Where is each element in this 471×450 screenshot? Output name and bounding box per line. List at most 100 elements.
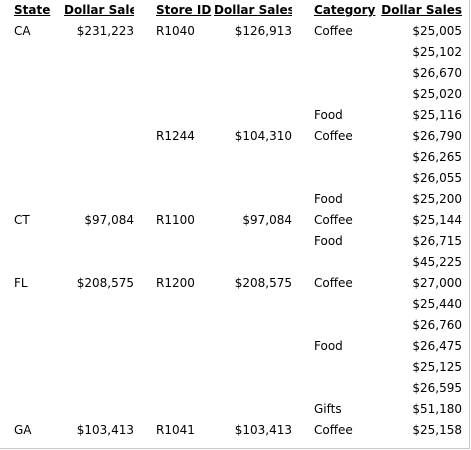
header-store-id[interactable]: Store ID [156, 3, 212, 17]
cell-store-dollar-sales [214, 336, 292, 357]
cell-store-dollar-sales: $103,413 [234, 423, 292, 437]
cell-category-dollar-sales: $25,116 [412, 108, 462, 122]
cell-store-dollar-sales [214, 189, 292, 210]
table-row: FL $208,575 R1200 $208,575 Coffee $27,000 [0, 273, 462, 294]
table-row: CA $231,223 R1040 $126,913 Coffee $25,005 [0, 21, 462, 42]
cell-store-id [134, 378, 214, 399]
cell-state [0, 168, 64, 189]
cell-category-dollar-sales: $25,125 [412, 360, 462, 374]
cell-state [0, 315, 64, 336]
cell-store-id [134, 231, 214, 252]
cell-store-dollar-sales [214, 399, 292, 420]
cell-state-dollar-sales [64, 84, 134, 105]
report-table: State Dollar Sales Store ID Dollar Sales… [0, 0, 462, 441]
cell-category-dollar-sales: $25,200 [412, 192, 462, 206]
table-row: $25,020 [0, 84, 462, 105]
cell-state [0, 105, 64, 126]
cell-state-dollar-sales [64, 231, 134, 252]
cell-category [292, 84, 378, 105]
cell-state [0, 231, 64, 252]
cell-state [0, 252, 64, 273]
report-body: CA $231,223 R1040 $126,913 Coffee $25,005 $25,… [0, 21, 462, 441]
table-row: $25,102 [0, 42, 462, 63]
cell-state: FL [14, 276, 28, 290]
cell-category-dollar-sales: $26,670 [412, 66, 462, 80]
cell-category: Food [314, 192, 343, 206]
cell-category-dollar-sales: $26,055 [412, 171, 462, 185]
cell-store-id: R1244 [156, 129, 195, 143]
cell-state [0, 126, 64, 147]
header-category[interactable]: Category [314, 3, 376, 17]
cell-state-dollar-sales [64, 336, 134, 357]
cell-category-dollar-sales: $25,005 [412, 24, 462, 38]
cell-category [292, 42, 378, 63]
cell-state-dollar-sales: $97,084 [84, 213, 134, 227]
cell-category-dollar-sales: $26,265 [412, 150, 462, 164]
cell-category-dollar-sales: $45,225 [412, 255, 462, 269]
cell-store-dollar-sales [214, 84, 292, 105]
header-row: State Dollar Sales Store ID Dollar Sales… [0, 0, 462, 21]
cell-state [0, 84, 64, 105]
cell-category-dollar-sales: $25,020 [412, 87, 462, 101]
cell-category: Coffee [314, 129, 353, 143]
cell-store-id [134, 294, 214, 315]
cell-state: CA [14, 24, 31, 38]
cell-state-dollar-sales: $208,575 [76, 276, 134, 290]
cell-state-dollar-sales [64, 147, 134, 168]
cell-state [0, 189, 64, 210]
table-row: $45,225 [0, 252, 462, 273]
cell-category-dollar-sales: $26,760 [412, 318, 462, 332]
cell-state-dollar-sales [64, 168, 134, 189]
cell-category: Coffee [314, 423, 353, 437]
cell-state [0, 147, 64, 168]
cell-category [292, 252, 378, 273]
table-row: Food $25,200 [0, 189, 462, 210]
table-row: R1244 $104,310 Coffee $26,790 [0, 126, 462, 147]
cell-state [0, 336, 64, 357]
cell-state [0, 42, 64, 63]
cell-store-dollar-sales [214, 357, 292, 378]
cell-store-dollar-sales: $97,084 [242, 213, 292, 227]
cell-category-dollar-sales: $27,000 [412, 276, 462, 290]
table-row: $25,125 [0, 357, 462, 378]
cell-store-dollar-sales [214, 294, 292, 315]
cell-category: Coffee [314, 24, 353, 38]
cell-store-id [134, 42, 214, 63]
cell-state-dollar-sales [64, 105, 134, 126]
cell-category [292, 168, 378, 189]
cell-store-dollar-sales [214, 168, 292, 189]
cell-category-dollar-sales: $26,715 [412, 234, 462, 248]
cell-store-dollar-sales [214, 378, 292, 399]
cell-category: Coffee [314, 276, 353, 290]
cell-store-dollar-sales [214, 147, 292, 168]
cell-store-id [134, 63, 214, 84]
cell-category: Food [314, 234, 343, 248]
cell-store-id: R1200 [156, 276, 195, 290]
cell-state: CT [14, 213, 30, 227]
cell-category-dollar-sales: $25,144 [412, 213, 462, 227]
table-row: $26,670 [0, 63, 462, 84]
cell-state-dollar-sales: $231,223 [76, 24, 134, 38]
cell-store-id [134, 189, 214, 210]
header-state[interactable]: State [14, 3, 51, 17]
cell-store-id [134, 357, 214, 378]
cell-category: Gifts [314, 402, 342, 416]
cell-category [292, 294, 378, 315]
header-dollar-sales-category[interactable]: Dollar Sales [381, 3, 462, 17]
table-row: Food $26,715 [0, 231, 462, 252]
cell-state [0, 399, 64, 420]
cell-store-id [134, 168, 214, 189]
cell-store-dollar-sales [214, 252, 292, 273]
cell-state [0, 357, 64, 378]
cell-state-dollar-sales [64, 357, 134, 378]
cell-store-id [134, 252, 214, 273]
cell-category-dollar-sales: $25,440 [412, 297, 462, 311]
header-dollar-sales-store[interactable]: Dollar Sales [214, 3, 292, 17]
cell-store-dollar-sales [214, 42, 292, 63]
header-dollar-sales-state[interactable]: Dollar Sales [64, 3, 134, 17]
cell-store-dollar-sales: $104,310 [234, 129, 292, 143]
cell-state [0, 63, 64, 84]
cell-store-dollar-sales [214, 105, 292, 126]
cell-store-dollar-sales: $126,913 [234, 24, 292, 38]
table-row: $26,595 [0, 378, 462, 399]
